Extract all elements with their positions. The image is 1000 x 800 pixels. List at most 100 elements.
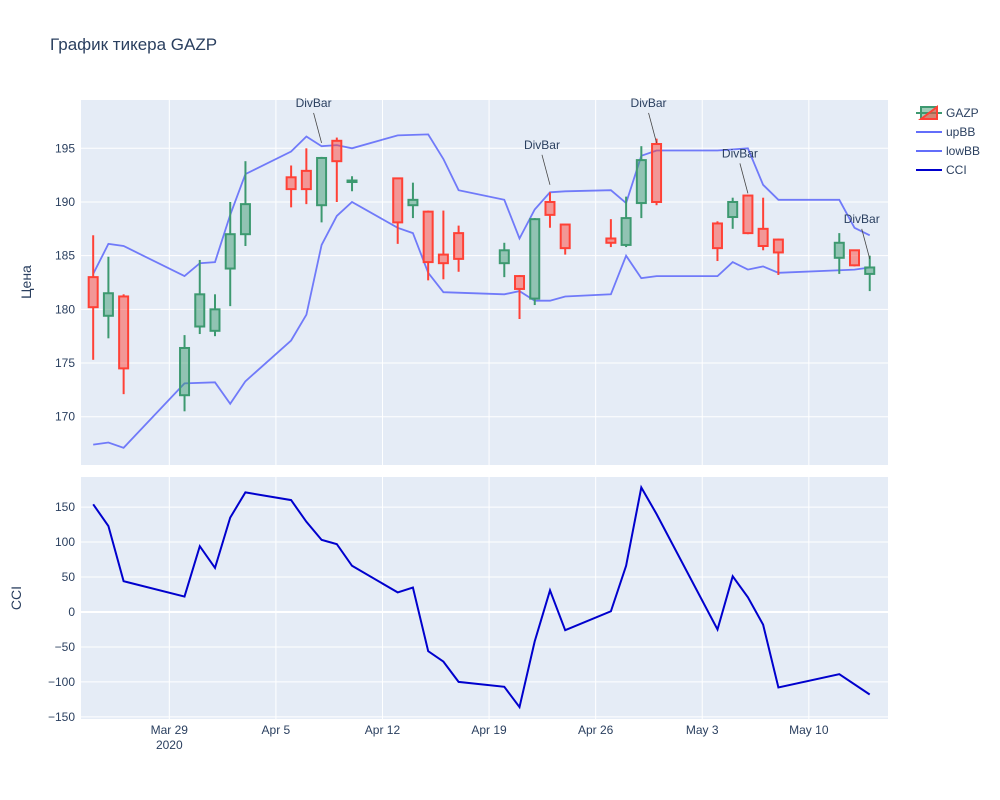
annotation-arrow xyxy=(739,163,749,194)
legend-label: GAZP xyxy=(946,106,979,120)
candle-body xyxy=(651,143,663,203)
divbar-annotation: DivBar xyxy=(296,96,332,144)
cci-axis-title: CCI xyxy=(8,586,24,610)
annotation-label: DivBar xyxy=(844,212,880,226)
candlestick xyxy=(651,138,663,206)
legend-item: CCI xyxy=(916,163,967,177)
legend-item: upBB xyxy=(916,125,975,139)
candlestick xyxy=(620,196,632,248)
cci-y-tick-label: 150 xyxy=(55,500,75,514)
candlestick xyxy=(331,137,343,202)
annotation-label: DivBar xyxy=(631,96,667,110)
candlestick xyxy=(209,294,221,337)
price-y-tick-label: 170 xyxy=(55,410,75,424)
candle-body xyxy=(87,276,99,309)
candle-body xyxy=(437,253,449,265)
x-tick-label: Apr 12 xyxy=(365,723,401,737)
x-tick-year-label: 2020 xyxy=(156,738,183,752)
legend-item: lowBB xyxy=(916,144,980,158)
candlestick xyxy=(498,242,510,278)
candlestick xyxy=(346,176,358,192)
legend-label: CCI xyxy=(946,163,967,177)
cci-y-tick-label: 0 xyxy=(68,605,75,619)
candle-body xyxy=(118,295,130,370)
cci-plot-background xyxy=(81,477,888,719)
cci-line xyxy=(92,484,871,710)
candlestick xyxy=(529,218,541,306)
price-y-tick-label: 175 xyxy=(55,356,75,370)
candlestick xyxy=(727,197,739,229)
legend: GAZP upBB lowBB CCI xyxy=(916,105,980,177)
candlestick xyxy=(194,259,206,335)
legend-item: GAZP xyxy=(916,105,979,120)
price-axis-title: Цена xyxy=(18,265,34,299)
candle-body xyxy=(727,200,739,219)
divbar-annotation: DivBar xyxy=(844,212,880,259)
candle-body xyxy=(529,218,541,300)
candlestick xyxy=(772,238,784,275)
candle-body xyxy=(285,176,297,191)
cci-y-tick-label: −100 xyxy=(48,675,75,689)
candle-body xyxy=(453,232,465,260)
divbar-annotation: DivBar xyxy=(524,138,560,185)
candlestick xyxy=(437,210,449,280)
price-y-tick-label: 195 xyxy=(55,141,75,155)
upbb-line xyxy=(92,133,871,278)
candlestick xyxy=(453,225,465,272)
candle-body xyxy=(849,249,861,267)
candle-body xyxy=(422,210,434,264)
legend-label: upBB xyxy=(946,125,975,139)
cci-y-tick-label: −150 xyxy=(48,710,75,724)
cci-y-tick-label: 100 xyxy=(55,535,75,549)
candlestick xyxy=(757,197,769,251)
legend-swatch-box-decreasing xyxy=(918,105,938,120)
annotation-label: DivBar xyxy=(722,146,758,160)
candle-body xyxy=(620,217,632,246)
annotation-arrow xyxy=(541,154,551,185)
candle-body xyxy=(498,249,510,265)
candle-body xyxy=(544,200,556,216)
candlestick xyxy=(742,194,754,235)
candlestick xyxy=(179,335,191,412)
cci-y-tick-label: 50 xyxy=(62,570,76,584)
candlestick xyxy=(422,210,434,281)
price-y-tick-label: 190 xyxy=(55,195,75,209)
candle-body xyxy=(179,346,191,397)
candlestick xyxy=(87,235,99,360)
legend-label: lowBB xyxy=(946,144,980,158)
cci-y-tick-label: −50 xyxy=(55,640,76,654)
candlestick xyxy=(514,274,526,319)
candlestick xyxy=(392,177,404,244)
candle-body xyxy=(605,237,617,244)
candle-body xyxy=(635,159,647,205)
x-tick-label: Apr 26 xyxy=(578,723,614,737)
candle-body xyxy=(392,177,404,224)
candlestick xyxy=(833,233,845,274)
annotation-arrow xyxy=(648,112,657,144)
x-tick-label: May 3 xyxy=(686,723,719,737)
candlestick xyxy=(102,256,114,339)
price-y-tick-label: 180 xyxy=(55,302,75,316)
candle-body xyxy=(864,266,876,275)
candlestick xyxy=(544,192,556,228)
candle-body xyxy=(833,241,845,259)
chart-title: График тикера GAZP xyxy=(50,35,217,54)
x-tick-label: Apr 5 xyxy=(262,723,291,737)
candle-body xyxy=(194,293,206,328)
candlestick xyxy=(559,223,571,255)
candle-body xyxy=(772,238,784,254)
lowbb-line xyxy=(93,200,870,449)
annotation-arrow xyxy=(313,112,322,144)
annotation-arrow xyxy=(861,228,871,259)
candle-body xyxy=(757,227,769,248)
candlestick xyxy=(224,201,236,307)
annotation-label: DivBar xyxy=(296,96,332,110)
x-tick-label: Apr 19 xyxy=(471,723,507,737)
price-y-tick-label: 185 xyxy=(55,249,75,263)
candle-body xyxy=(346,179,358,184)
candlestick xyxy=(605,219,617,248)
candle-body xyxy=(209,308,221,332)
x-tick-label: May 10 xyxy=(789,723,829,737)
